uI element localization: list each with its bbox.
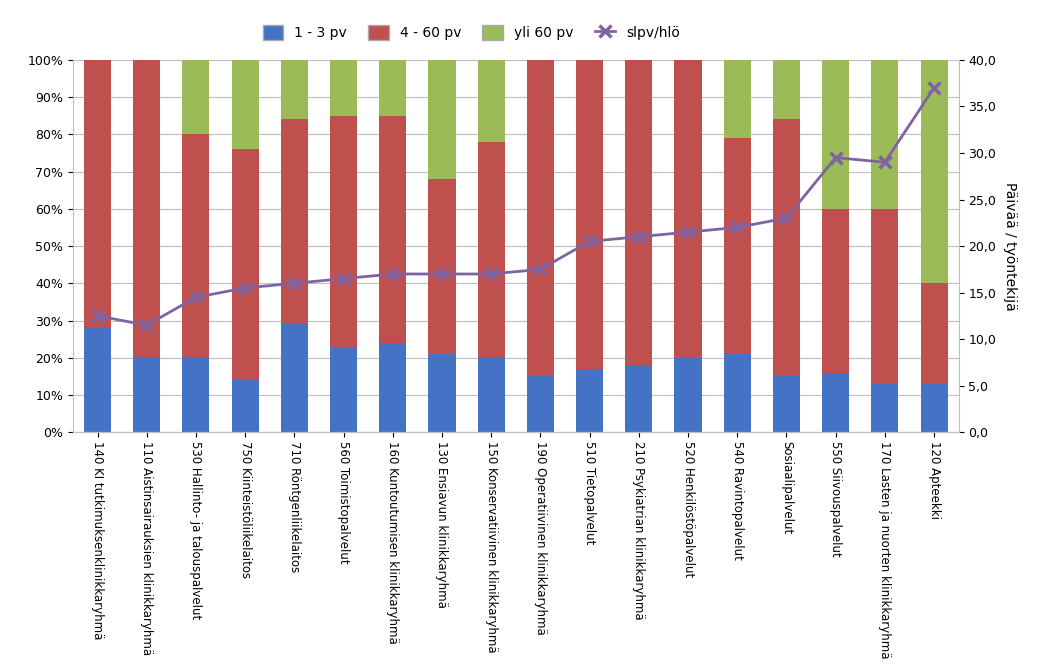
Bar [674,60,701,358]
Bar [625,365,652,432]
Bar [281,120,307,325]
Line: slpv/hlö: slpv/hlö [92,82,940,331]
Bar [724,354,750,432]
slpv/hlö [387,270,399,278]
Bar [773,120,800,376]
Bar [379,60,406,116]
Bar [920,283,947,384]
Bar [625,60,652,365]
Bar [871,209,898,384]
Bar [330,346,357,432]
Bar [477,358,504,432]
slpv/hlö [829,154,842,162]
Bar [330,60,357,116]
Bar [527,376,554,432]
slpv/hlö [239,284,251,292]
Bar [182,358,209,432]
Bar [871,384,898,432]
Bar [527,60,554,376]
slpv/hlö [338,275,350,283]
slpv/hlö [878,158,891,166]
Bar [281,60,307,120]
slpv/hlö [485,270,497,278]
Bar [576,369,603,432]
Bar [773,376,800,432]
slpv/hlö [632,233,645,241]
slpv/hlö [535,265,547,273]
Bar [182,60,209,134]
Legend: 1 - 3 pv, 4 - 60 pv, yli 60 pv, slpv/hlö: 1 - 3 pv, 4 - 60 pv, yli 60 pv, slpv/hlö [255,19,688,47]
Bar [330,116,357,346]
Bar [428,354,455,432]
Bar [133,60,160,358]
Bar [133,358,160,432]
Y-axis label: Päivää / työntekijä: Päivää / työntekijä [1003,182,1017,311]
slpv/hlö [584,237,596,245]
Bar [822,60,849,209]
Bar [231,380,258,432]
Bar [379,116,406,343]
slpv/hlö [190,293,202,301]
slpv/hlö [681,228,694,236]
slpv/hlö [927,84,940,92]
Bar [281,325,307,432]
slpv/hlö [141,321,153,329]
slpv/hlö [780,214,793,222]
Bar [477,142,504,358]
Bar [920,60,947,283]
Bar [920,384,947,432]
Bar [724,138,750,354]
slpv/hlö [436,270,448,278]
Bar [84,60,111,328]
Bar [428,60,455,179]
Bar [231,149,258,380]
Bar [231,60,258,149]
Bar [724,60,750,138]
slpv/hlö [288,279,300,287]
Bar [822,372,849,432]
Bar [428,179,455,354]
Bar [182,134,209,358]
Bar [84,328,111,432]
Bar [773,60,800,120]
Bar [871,60,898,209]
slpv/hlö [731,223,744,231]
Bar [379,343,406,432]
Bar [477,60,504,142]
Bar [576,60,603,369]
slpv/hlö [92,312,104,320]
Bar [822,209,849,372]
Bar [674,358,701,432]
